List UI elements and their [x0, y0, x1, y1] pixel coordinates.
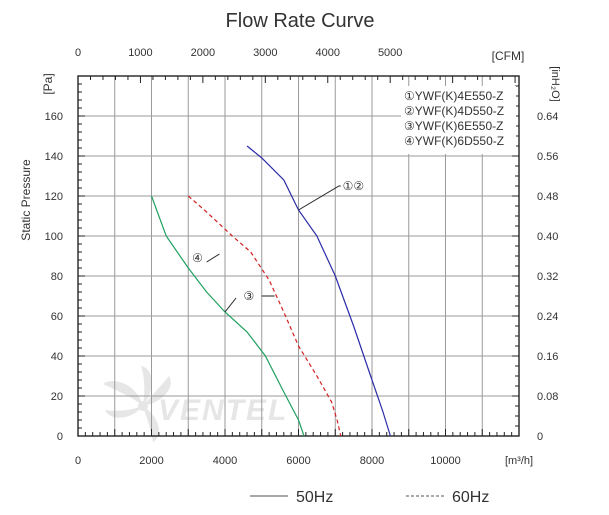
y-axis-label: Static Pressure — [19, 159, 33, 241]
y-right-unit: [inH₂O] — [549, 66, 561, 101]
watermark-text: VENTEL — [158, 394, 288, 427]
y-right-tick-label: 0.56 — [537, 151, 558, 163]
legend-entry: ①YWF(K)4E550-Z — [404, 89, 503, 103]
x-bottom-tick-label: 10000 — [430, 455, 461, 467]
series-line — [150, 195, 305, 437]
bottom-legend: 50Hz 60Hz — [250, 489, 489, 506]
series-line — [187, 195, 342, 437]
y-right-tick-label: 0.40 — [537, 231, 558, 243]
callouts: ①② ④ ③ — [192, 179, 365, 313]
y-left-tick-label: 20 — [51, 391, 63, 403]
callout-leader — [224, 297, 237, 313]
y-right-tick-label: 0.64 — [537, 111, 558, 123]
callout-label: ④ — [192, 251, 203, 265]
x-top-tick-label: 2000 — [191, 47, 215, 59]
grid — [78, 76, 519, 436]
y-right-tick-label: 0.08 — [537, 391, 558, 403]
y-left-tick-label: 160 — [45, 111, 63, 123]
x-top-tick-label: 0 — [75, 47, 81, 59]
legend: ①YWF(K)4E550-Z ②YWF(K)4D550-Z ③YWF(K)6E5… — [401, 86, 516, 154]
legend-box — [401, 86, 516, 154]
x-bottom-tick-label: 4000 — [213, 455, 237, 467]
y-left-tick-label: 40 — [51, 351, 63, 363]
y-left-tick-label: 120 — [45, 191, 63, 203]
x-bottom-tick-label: 8000 — [360, 455, 384, 467]
x-top-tick-label: 3000 — [253, 47, 277, 59]
chart-title: Flow Rate Curve — [226, 10, 375, 32]
legend-entry: ②YWF(K)4D550-Z — [404, 104, 504, 118]
x-top-tick-label: 5000 — [378, 47, 402, 59]
callout-label: ③ — [244, 289, 255, 303]
x-top-unit: [CFM] — [492, 49, 525, 63]
y-left-unit: [Pa] — [41, 73, 55, 94]
ventel-watermark: VENTEL — [103, 366, 288, 442]
x-bottom-tick-label: 6000 — [286, 455, 310, 467]
x-top-tick-label: 1000 — [128, 47, 152, 59]
x-bottom-tick-label: 2000 — [139, 455, 163, 467]
x-top-tick-label: 4000 — [316, 47, 340, 59]
legend-60hz-label: 60Hz — [452, 489, 489, 506]
legend-50hz-label: 50Hz — [296, 489, 333, 506]
callout-leader — [298, 185, 341, 211]
y-left-tick-label: 140 — [45, 151, 63, 163]
legend-entry: ③YWF(K)6E550-Z — [404, 119, 503, 133]
series-group — [150, 145, 391, 437]
callout-leader — [206, 253, 220, 263]
legend-entry: ④YWF(K)6D550-Z — [404, 134, 504, 148]
y-left-tick-label: 0 — [57, 431, 63, 443]
y-left-tick-label: 80 — [51, 271, 63, 283]
callout-label: ①② — [343, 179, 365, 193]
y-left-tick-label: 100 — [45, 231, 63, 243]
x-bottom-tick-label: 0 — [75, 455, 81, 467]
y-right-tick-label: 0.16 — [537, 351, 558, 363]
series-line — [246, 145, 391, 437]
y-left-tick-label: 60 — [51, 311, 63, 323]
y-right-tick-label: 0 — [537, 431, 543, 443]
y-right-tick-label: 0.32 — [537, 271, 558, 283]
x-bottom-unit: [m³/h] — [505, 455, 533, 467]
y-right-tick-label: 0.48 — [537, 191, 558, 203]
y-right-tick-label: 0.24 — [537, 311, 558, 323]
